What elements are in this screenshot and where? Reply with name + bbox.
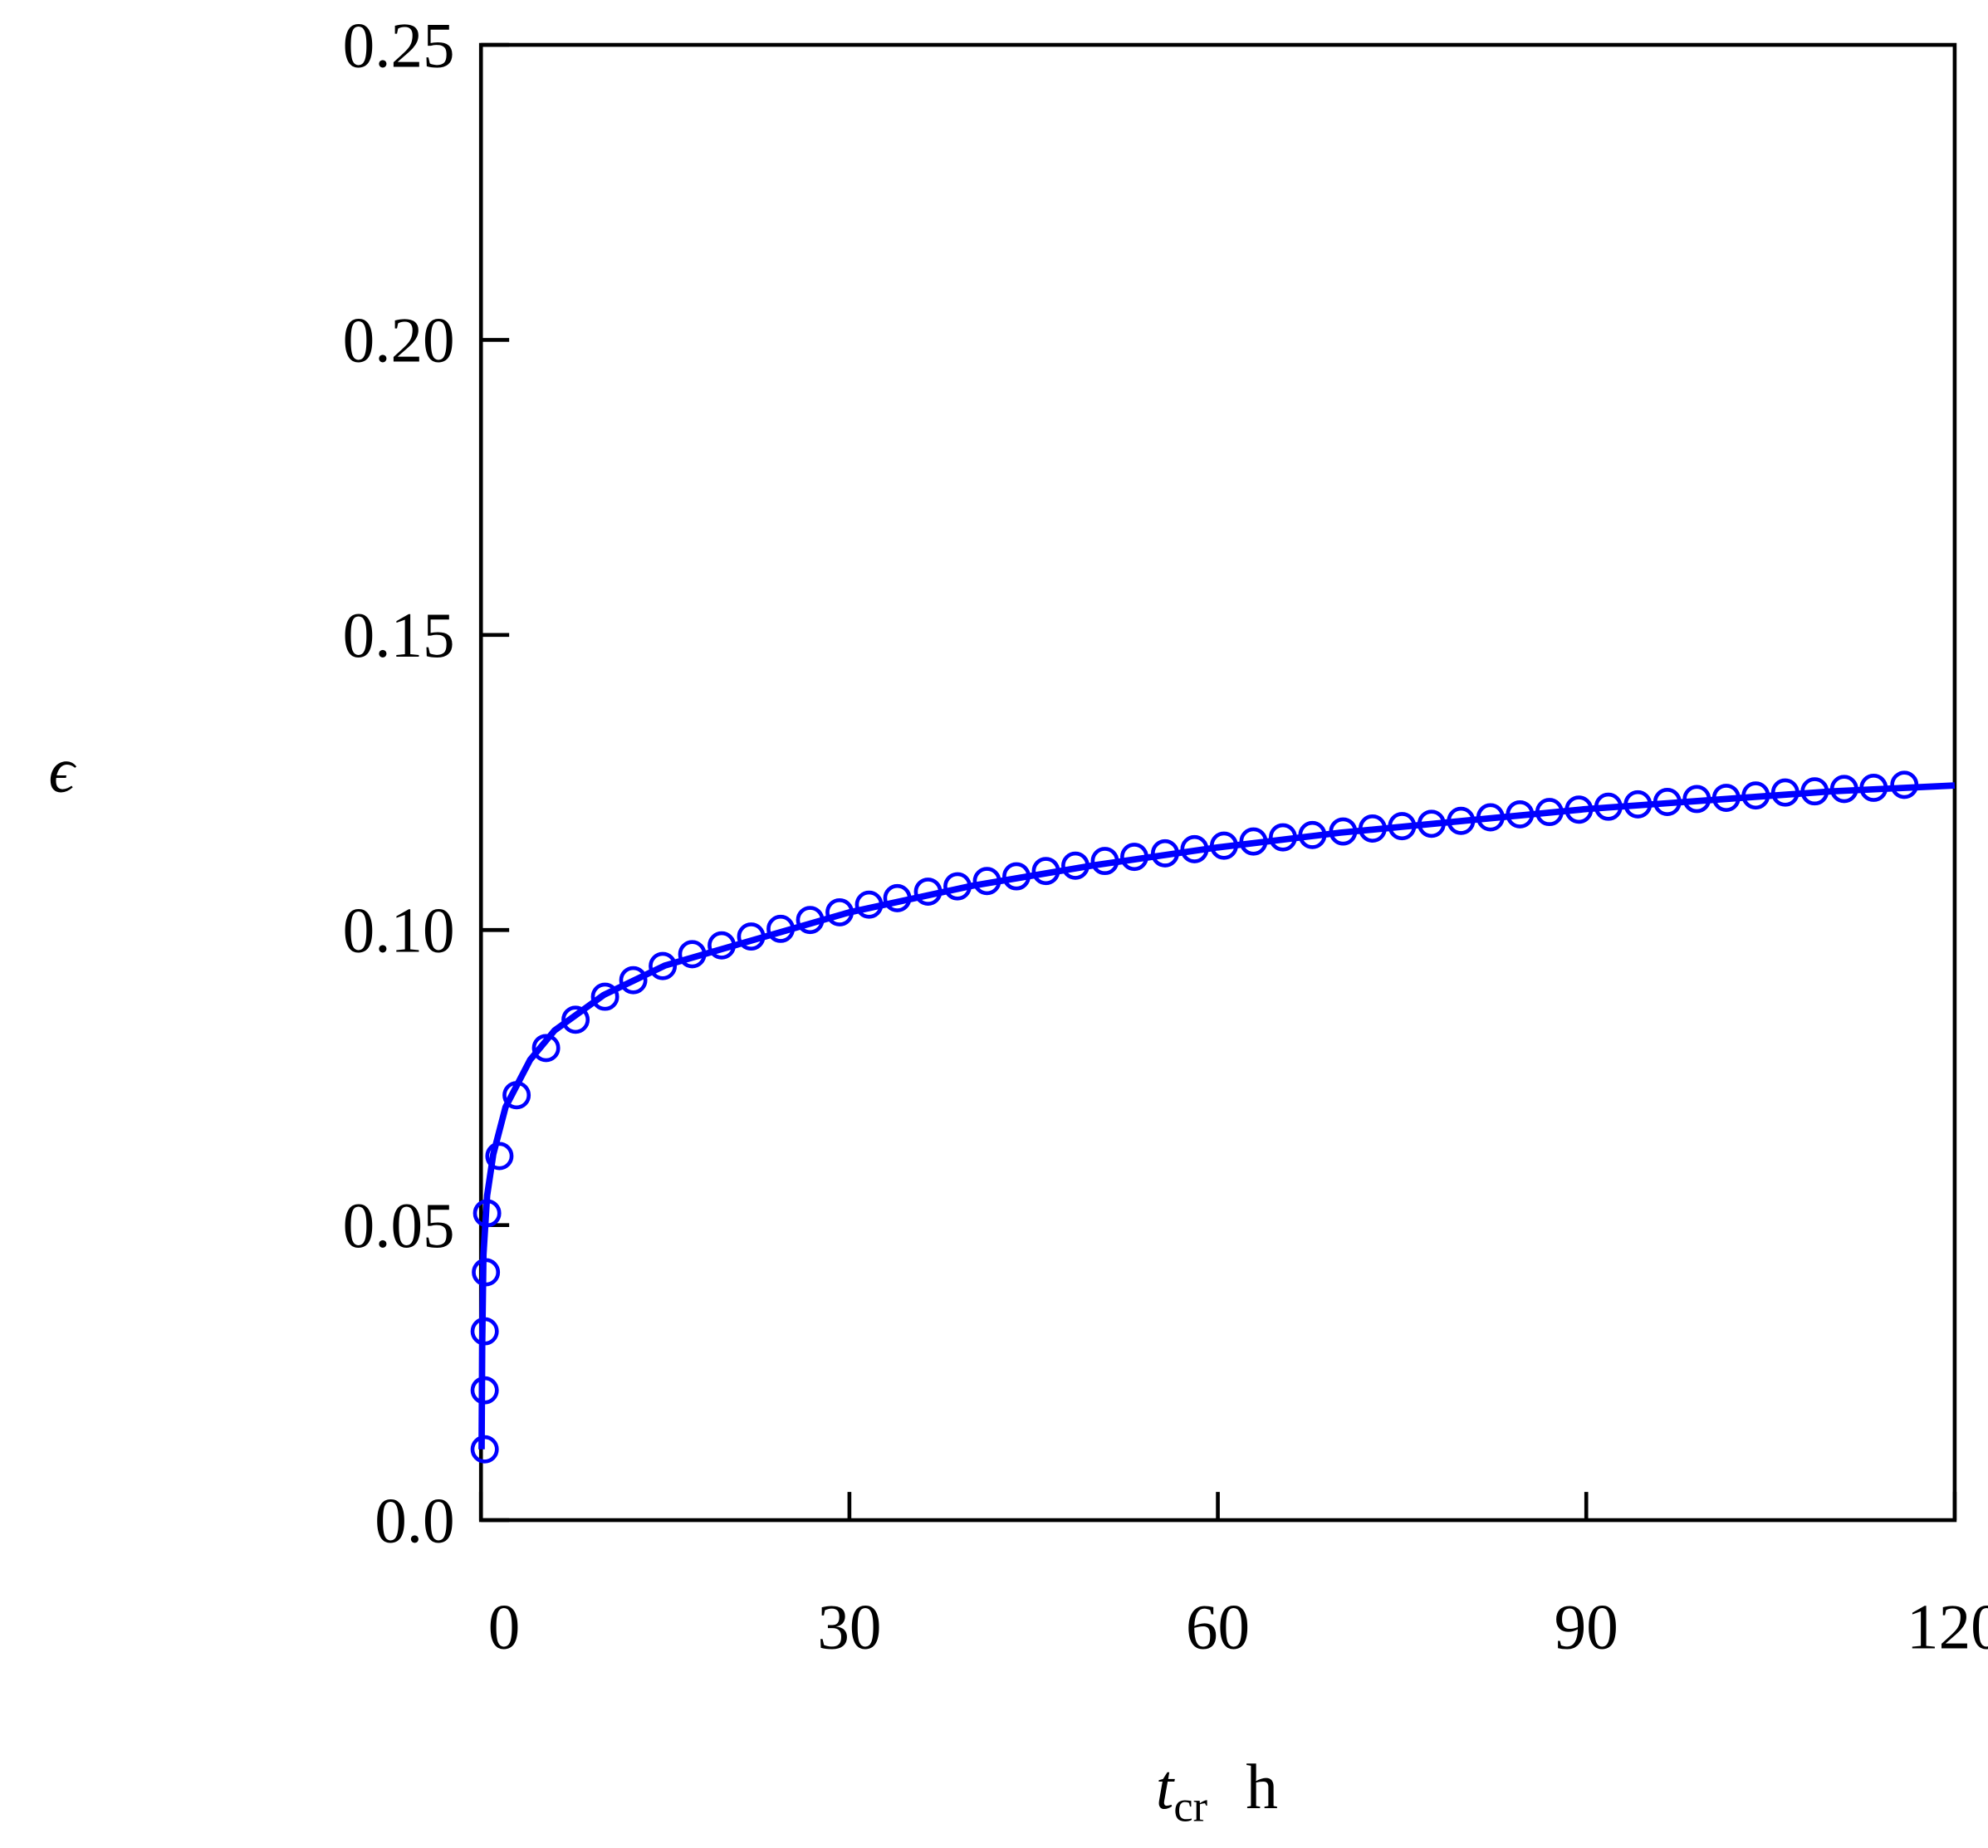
y-tick-label: 0.20 [343, 305, 455, 376]
x-axis-subscript: cr [1173, 1783, 1207, 1831]
x-axis-unit: h [1246, 1751, 1278, 1822]
x-tick-label: 120 [1907, 1591, 1988, 1662]
fit-line [478, 782, 1956, 1450]
data-point [649, 951, 678, 980]
y-tick-label: 0.15 [343, 599, 455, 671]
data-point [561, 1005, 590, 1034]
y-axis-label: ϵ [49, 734, 77, 805]
data-point [619, 966, 648, 995]
data-point [590, 982, 619, 1011]
x-axis-symbol: t [1156, 1751, 1175, 1822]
y-tick-label: 0.05 [343, 1190, 455, 1261]
x-tick-label: 0 [488, 1591, 521, 1662]
y-tick-label: 0.25 [343, 9, 455, 81]
x-tick-label: 30 [817, 1591, 881, 1662]
y-tick-label: 0.10 [343, 894, 455, 966]
x-tick-label: 90 [1555, 1591, 1618, 1662]
data-point [485, 1142, 514, 1171]
x-tick-label: 60 [1186, 1591, 1250, 1662]
y-tick-label: 0.0 [375, 1484, 454, 1556]
plot-frame [478, 42, 1957, 1523]
x-axis-label: tcr h [1156, 1751, 1278, 1831]
